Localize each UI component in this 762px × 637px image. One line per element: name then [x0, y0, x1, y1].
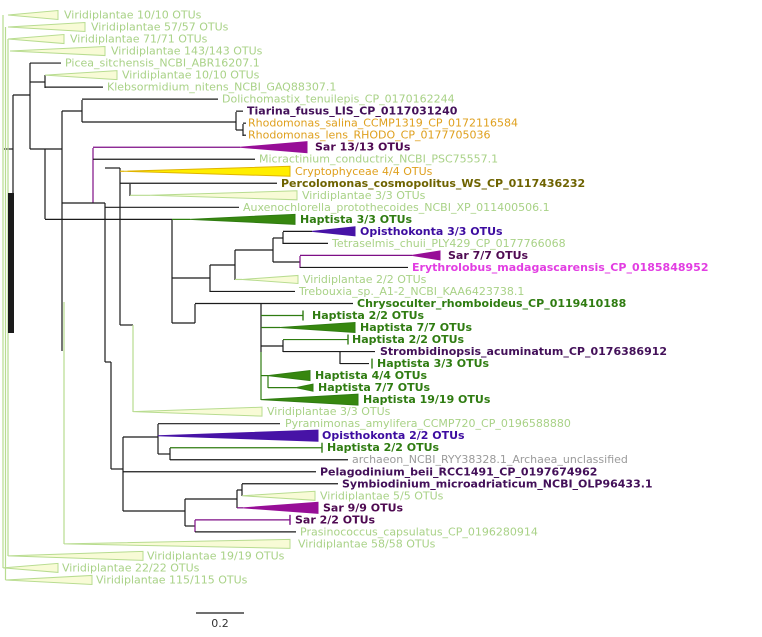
leaf-label[interactable]: Erythrolobus_madagascarensis_CP_01858489… — [412, 261, 708, 274]
collapsed-clade-triangle[interactable] — [279, 321, 356, 334]
leaf-label[interactable]: Viridiplantae 22/22 OTUs — [62, 561, 200, 574]
leaf-label[interactable]: Prasinococcus_capsulatus_CP_0196280914 — [300, 525, 538, 538]
leaf-label[interactable]: Picea_sitchensis_NCBI_ABR16207.1 — [65, 57, 260, 70]
leaf-label[interactable]: Sar 13/13 OTUs — [315, 141, 411, 154]
leaf-label[interactable]: Haptista 4/4 OTUs — [315, 369, 428, 382]
leaf-label[interactable]: Tetraselmis_chuii_PLY429_CP_0177766068 — [331, 237, 566, 250]
collapsed-clade-triangle[interactable] — [123, 165, 291, 177]
leaf-label[interactable]: Strombidinopsis_acuminatum_CP_0176386912 — [380, 345, 667, 358]
leaf-label[interactable]: Viridiplantae 10/10 OTUs — [122, 69, 260, 82]
leaf-label[interactable]: Viridiplantae 115/115 OTUs — [96, 573, 248, 586]
leaf-label[interactable]: Viridiplantae 71/71 OTUs — [70, 33, 208, 46]
leaf-label[interactable]: Chrysoculter_rhomboideus_CP_0119410188 — [357, 297, 626, 310]
collapsed-clade-triangle[interactable] — [63, 538, 291, 549]
collapsed-clade-triangle[interactable] — [7, 9, 59, 21]
leaf-label[interactable]: Haptista 7/7 OTUs — [360, 321, 473, 334]
leaf-label[interactable]: Sar 7/7 OTUs — [448, 249, 529, 262]
collapsed-clade-triangle[interactable] — [241, 490, 316, 501]
collapsed-clade-triangle[interactable] — [44, 70, 118, 81]
leaf-label[interactable]: Cryptophyceae 4/4 OTUs — [295, 165, 433, 178]
leaf-label[interactable]: Haptista 2/2 OTUs — [327, 441, 440, 454]
leaf-label[interactable]: Haptista 2/2 OTUs — [312, 309, 425, 322]
leaf-label[interactable]: Viridiplantae 57/57 OTUs — [91, 21, 229, 34]
collapsed-clade-triangle[interactable] — [9, 46, 106, 57]
leaf-label[interactable]: Opisthokonta 3/3 OTUs — [360, 225, 503, 238]
collapsed-clade-triangle[interactable] — [411, 250, 441, 261]
collapsed-clade-triangle[interactable] — [241, 274, 299, 284]
scale-bar-label: 0.2 — [211, 617, 229, 630]
leaf-label[interactable]: Tiarina_fusus_LIS_CP_0117031240 — [247, 105, 458, 118]
leaf-label[interactable]: Haptista 19/19 OTUs — [363, 393, 491, 406]
leaf-label[interactable]: Haptista 3/3 OTUs — [377, 357, 490, 370]
collapsed-clade-triangle[interactable] — [242, 501, 319, 514]
leaf-label[interactable]: Sar 9/9 OTUs — [323, 501, 404, 514]
collapsed-clade-triangle[interactable] — [132, 406, 263, 417]
leaf-label[interactable]: Rhodomonas_salina_CCMP1319_CP_0172116584 — [248, 117, 518, 130]
collapsed-clade-triangle[interactable] — [189, 213, 296, 225]
leaf-label[interactable]: Haptista 7/7 OTUs — [318, 381, 431, 394]
collapsed-clade-triangle[interactable] — [2, 562, 59, 573]
leaf-label[interactable]: Viridiplantae 3/3 OTUs — [267, 405, 391, 418]
leaf-label[interactable]: Opisthokonta 2/2 OTUs — [322, 429, 465, 442]
leaf-label[interactable]: Rhodomonas_lens_RHODO_CP_0177705036 — [248, 129, 490, 142]
collapsed-clade-triangle[interactable] — [239, 141, 308, 154]
leaf-label[interactable]: Viridiplantae 143/143 OTUs — [111, 45, 263, 58]
collapsed-clade-triangle[interactable] — [260, 393, 359, 406]
leaf-label[interactable]: Auxenochlorella_protothecoides_NCBI_XP_0… — [243, 201, 550, 214]
leaf-label[interactable]: Viridiplantae 3/3 OTUs — [302, 189, 426, 202]
leaf-label[interactable]: Haptista 2/2 OTUs — [352, 333, 465, 346]
collapsed-clade-triangle[interactable] — [295, 383, 314, 392]
leaf-label[interactable]: Viridiplantae 19/19 OTUs — [147, 549, 285, 562]
leaf-label[interactable]: Pyramimonas_amylifera_CCMP720_CP_0196588… — [285, 417, 571, 430]
leaf-label[interactable]: archaeon_NCBI_RYY38328.1_Archaea_unclass… — [352, 453, 628, 466]
leaf-label[interactable]: Dolichomastix_tenuilepis_CP_0170162244 — [222, 93, 455, 106]
leaf-label[interactable]: Viridiplantae 58/58 OTUs — [298, 537, 436, 550]
collapsed-clade-triangle[interactable] — [311, 226, 356, 237]
leaf-label[interactable]: Trebouxia_sp._A1-2_NCBI_KAA6423738.1 — [298, 285, 524, 298]
leaf-label[interactable]: Symbiodinium_microadriaticum_NCBI_OLP964… — [342, 477, 653, 490]
collapsed-clade-triangle[interactable] — [7, 33, 65, 45]
leaf-label[interactable]: Percolomonas_cosmopolitus_WS_CP_01174362… — [281, 177, 585, 190]
leaf-label[interactable]: Haptista 3/3 OTUs — [300, 213, 413, 226]
leaf-label[interactable]: Pelagodinium_beii_RCC1491_CP_0197674962 — [320, 465, 597, 478]
collapsed-clade-triangle[interactable] — [5, 574, 93, 585]
collapsed-clade-triangle[interactable] — [157, 429, 319, 442]
collapsed-clade-triangle[interactable] — [149, 190, 298, 201]
leaf-label[interactable]: Viridiplantae 10/10 OTUs — [64, 9, 202, 22]
leaf-label[interactable]: Micractinium_conductrix_NCBI_PSC75557.1 — [259, 153, 498, 166]
collapsed-clade-triangle[interactable] — [267, 370, 311, 382]
leaf-label[interactable]: Klebsormidium_nitens_NCBI_GAQ88307.1 — [107, 81, 336, 94]
leaf-label[interactable]: Viridiplantae 5/5 OTUs — [320, 489, 444, 502]
leaf-label[interactable]: Sar 2/2 OTUs — [295, 513, 376, 526]
collapsed-clade-triangle[interactable] — [7, 21, 86, 33]
leaf-label[interactable]: Viridiplantae 2/2 OTUs — [303, 273, 427, 286]
collapsed-clade-triangle[interactable] — [7, 550, 144, 561]
